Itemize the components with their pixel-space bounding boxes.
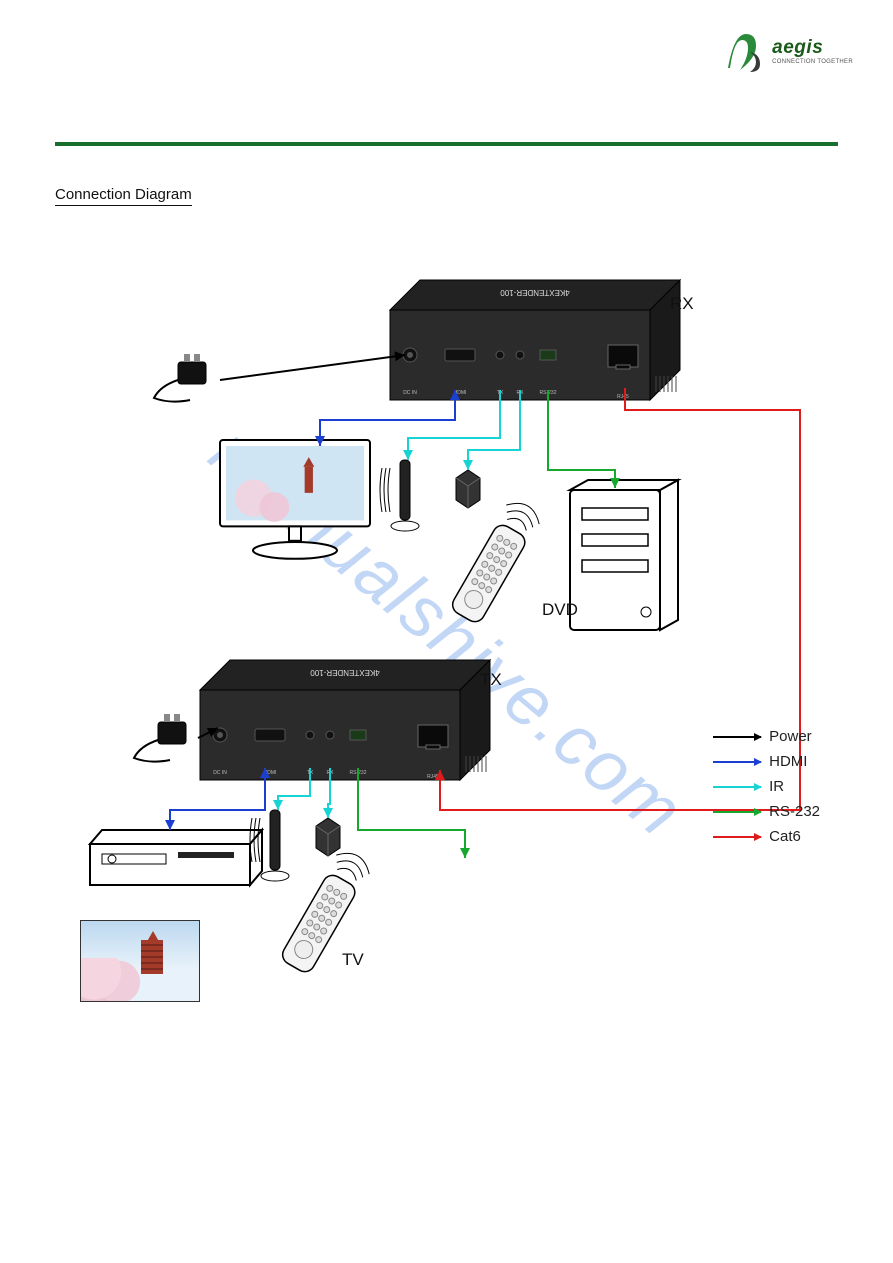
- legend-row: RS-232: [713, 803, 820, 820]
- svg-text:DC IN: DC IN: [403, 390, 417, 396]
- legend-swatch: [713, 761, 761, 763]
- sample-image-thumbnail: [80, 920, 200, 1002]
- legend-label: RS-232: [769, 803, 820, 820]
- legend-swatch: [713, 811, 761, 813]
- brand-name: aegis: [772, 37, 823, 59]
- rx-label: RX: [670, 294, 694, 314]
- section-divider: [55, 142, 838, 146]
- connection-diagram: 4KEXTENDER-100 DC IN HDMI TX RX RS-232 RJ45 4KE…: [70, 270, 830, 1080]
- section-title: Connection Diagram: [55, 186, 192, 206]
- legend-row: Cat6: [713, 828, 820, 845]
- dvd-label: DVD: [542, 600, 578, 620]
- legend-row: Power: [713, 728, 820, 745]
- legend-swatch: [713, 786, 761, 788]
- legend-label: Cat6: [769, 828, 801, 845]
- legend-row: IR: [713, 778, 820, 795]
- brand-tagline: CONNECTION TOGETHER: [772, 59, 853, 65]
- tv-label: TV: [342, 950, 364, 970]
- legend: Power HDMI IR RS-232 Cat6: [713, 728, 820, 845]
- legend-label: IR: [769, 778, 784, 795]
- tx-label: TX: [480, 670, 502, 690]
- legend-label: Power: [769, 728, 812, 745]
- legend-swatch: [713, 736, 761, 738]
- svg-text:4KEXTENDER-100: 4KEXTENDER-100: [310, 668, 380, 677]
- logo-mark-icon: [720, 28, 766, 74]
- legend-row: HDMI: [713, 753, 820, 770]
- svg-text:DC IN: DC IN: [213, 770, 227, 776]
- legend-swatch: [713, 836, 761, 838]
- legend-label: HDMI: [769, 753, 807, 770]
- svg-text:4KEXTENDER-100: 4KEXTENDER-100: [500, 288, 570, 297]
- svg-text:RJ45: RJ45: [617, 394, 629, 400]
- brand-logo: aegis CONNECTION TOGETHER: [720, 28, 853, 74]
